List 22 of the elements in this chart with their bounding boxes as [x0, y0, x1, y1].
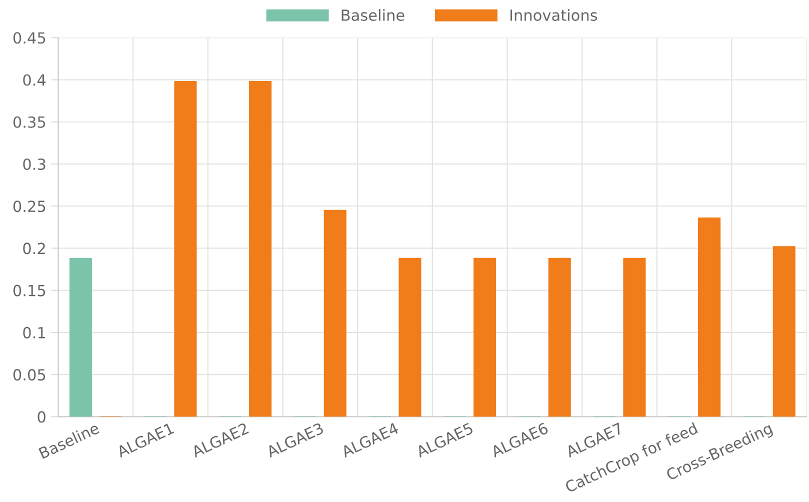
bar	[623, 258, 646, 417]
y-tick-label: 0.15	[13, 284, 46, 296]
y-tick-label: 0.45	[13, 32, 46, 44]
legend-label: Innovations	[510, 9, 598, 21]
bar	[474, 258, 496, 417]
y-tick-label: 0.05	[13, 369, 46, 381]
legend-label: Baseline	[342, 9, 404, 21]
y-tick-label: 0.35	[13, 116, 46, 128]
y-tick-label: 0	[38, 411, 46, 423]
bar	[548, 258, 571, 417]
y-tick-label: 0.4	[23, 74, 46, 86]
y-tick-label: 0.1	[23, 326, 46, 338]
y-tick-label: 0.25	[13, 200, 46, 212]
y-tick-label: 0.3	[23, 158, 46, 170]
bar	[249, 81, 272, 417]
bar	[69, 258, 92, 417]
bar	[324, 210, 346, 417]
bar	[174, 81, 197, 417]
bar	[698, 217, 721, 417]
bar	[772, 246, 796, 417]
y-tick-label: 0.2	[23, 242, 45, 254]
bar	[398, 258, 422, 417]
